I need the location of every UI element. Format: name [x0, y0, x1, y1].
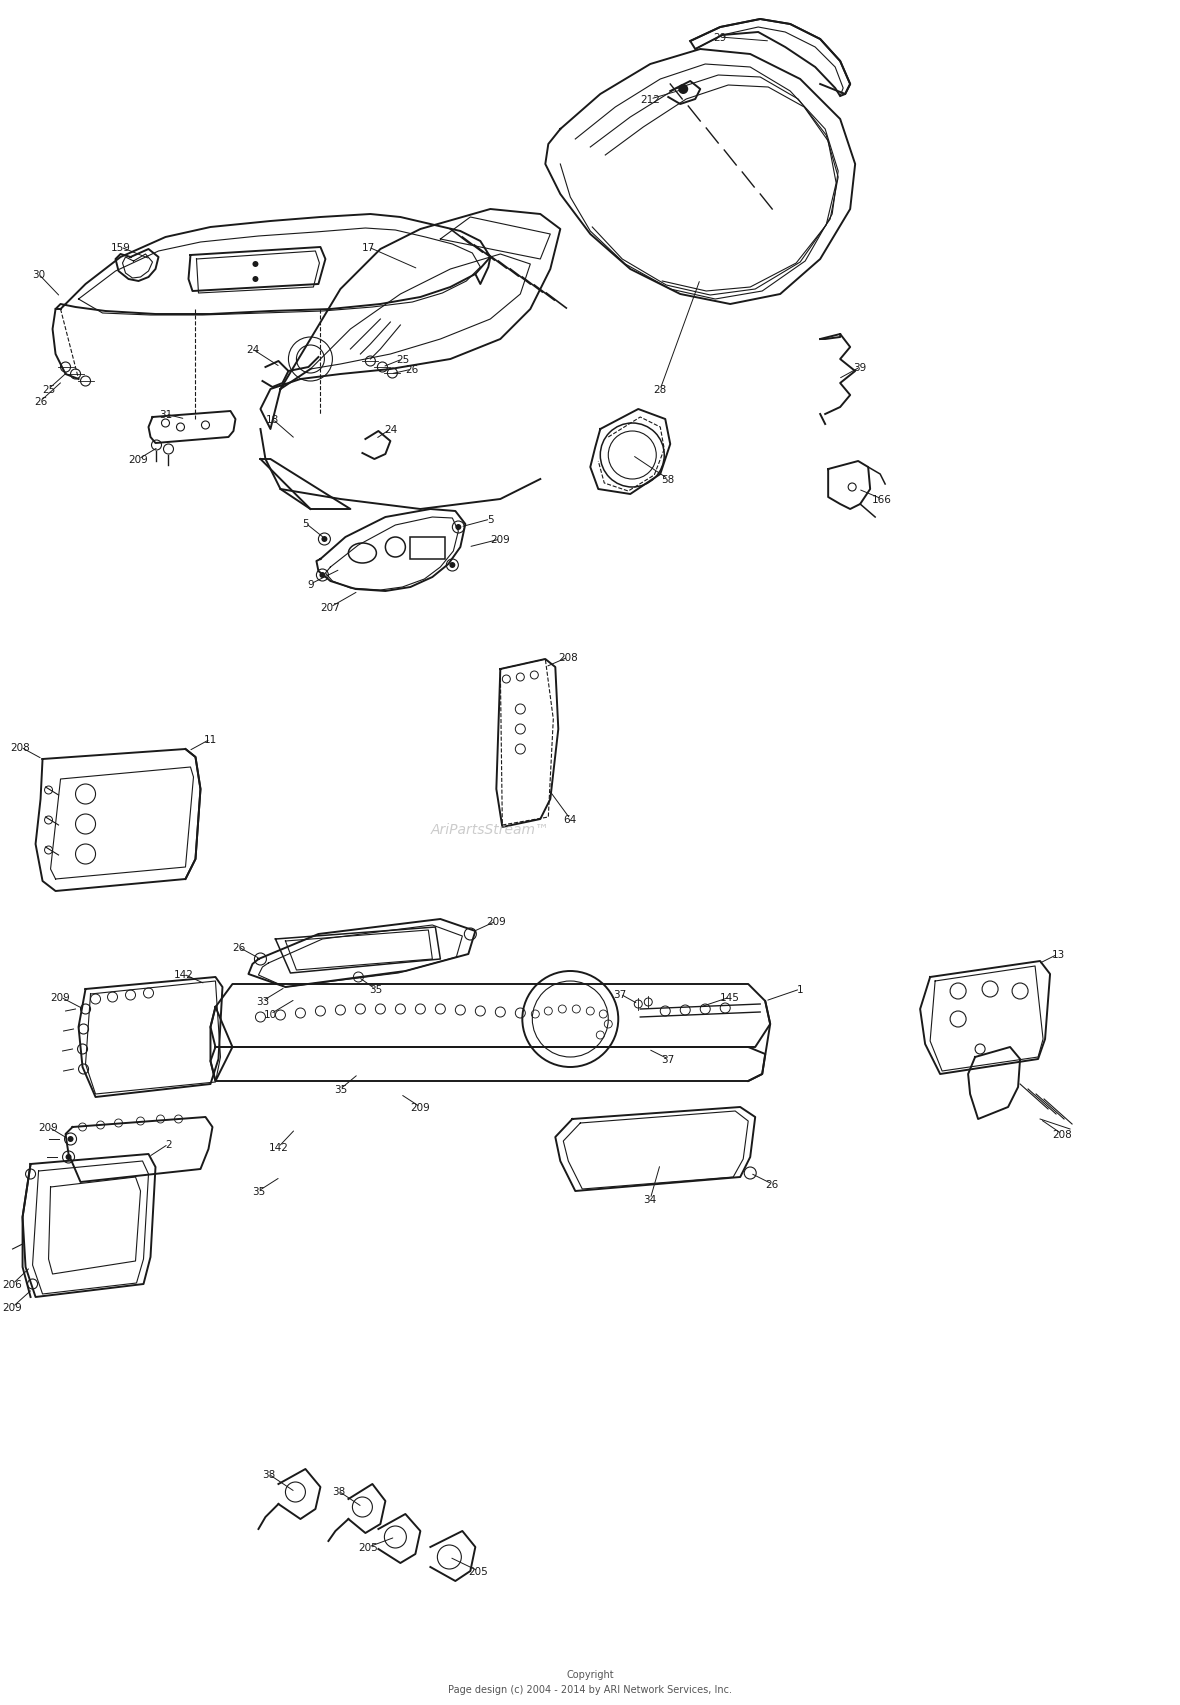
Text: 33: 33	[256, 996, 269, 1006]
Text: 37: 37	[614, 989, 627, 999]
Circle shape	[455, 525, 461, 530]
Text: 2: 2	[165, 1139, 172, 1149]
Text: 209: 209	[486, 917, 506, 926]
Circle shape	[66, 1154, 72, 1161]
Circle shape	[320, 573, 326, 578]
Text: 209: 209	[2, 1303, 22, 1313]
Text: 25: 25	[395, 355, 409, 365]
Text: 209: 209	[411, 1103, 431, 1112]
Text: 38: 38	[332, 1487, 345, 1495]
Text: 35: 35	[334, 1084, 347, 1095]
Text: 28: 28	[654, 385, 667, 396]
Text: 11: 11	[204, 735, 217, 745]
Text: 208: 208	[11, 743, 31, 752]
Text: 5: 5	[487, 515, 493, 525]
Text: 205: 205	[359, 1541, 379, 1552]
Text: 212: 212	[641, 95, 660, 106]
Text: Page design (c) 2004 - 2014 by ARI Network Services, Inc.: Page design (c) 2004 - 2014 by ARI Netwo…	[448, 1685, 733, 1695]
Text: 38: 38	[262, 1470, 275, 1480]
Text: 26: 26	[406, 365, 419, 375]
Text: 145: 145	[720, 992, 740, 1003]
Text: 1: 1	[796, 984, 804, 994]
Circle shape	[67, 1136, 73, 1142]
Text: 10: 10	[264, 1009, 277, 1020]
Text: 25: 25	[42, 385, 55, 396]
Text: 18: 18	[266, 414, 278, 425]
Text: 142: 142	[173, 970, 194, 979]
Text: 207: 207	[321, 602, 340, 612]
Text: 208: 208	[1053, 1129, 1071, 1139]
Text: 5: 5	[302, 518, 309, 529]
Text: 24: 24	[384, 425, 396, 435]
Text: 209: 209	[51, 992, 71, 1003]
Text: 209: 209	[491, 535, 510, 544]
Circle shape	[253, 263, 258, 268]
Text: 26: 26	[34, 397, 47, 407]
Text: 166: 166	[872, 494, 892, 505]
Text: 34: 34	[643, 1194, 657, 1204]
Text: 30: 30	[32, 269, 45, 280]
Text: 29: 29	[714, 32, 727, 43]
Text: 64: 64	[564, 815, 577, 825]
Text: 58: 58	[662, 474, 675, 484]
Text: 208: 208	[558, 653, 578, 663]
Text: 9: 9	[307, 580, 314, 590]
Text: 205: 205	[468, 1567, 489, 1575]
Text: 35: 35	[369, 984, 382, 994]
Text: 209: 209	[129, 455, 149, 465]
Text: 17: 17	[362, 242, 375, 252]
Text: 206: 206	[2, 1279, 22, 1289]
Bar	[411, 537, 445, 559]
Text: 26: 26	[766, 1180, 779, 1190]
Text: Copyright: Copyright	[566, 1669, 614, 1679]
Text: 26: 26	[231, 943, 245, 953]
Circle shape	[678, 85, 688, 95]
Circle shape	[450, 563, 455, 569]
Text: 35: 35	[251, 1187, 266, 1197]
Text: 159: 159	[111, 242, 131, 252]
Text: AriPartsStream™: AriPartsStream™	[431, 822, 550, 837]
Circle shape	[253, 276, 258, 283]
Text: 31: 31	[159, 409, 172, 419]
Text: 37: 37	[662, 1054, 675, 1064]
Text: 24: 24	[245, 344, 260, 355]
Text: 39: 39	[853, 363, 867, 373]
Text: 13: 13	[1051, 950, 1064, 960]
Text: 209: 209	[39, 1122, 59, 1132]
Circle shape	[321, 537, 327, 542]
Text: 142: 142	[269, 1142, 288, 1153]
